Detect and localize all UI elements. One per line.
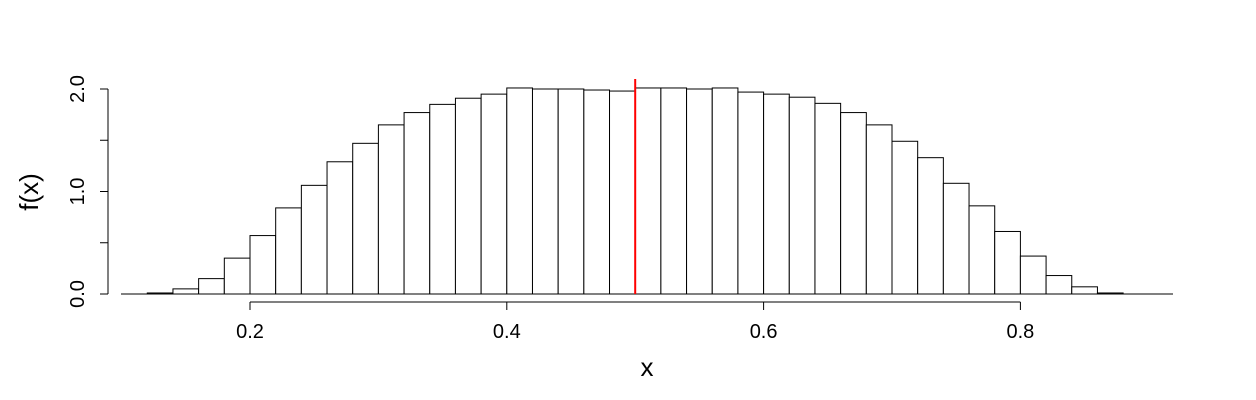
- y-tick-label: 2.0: [67, 75, 89, 103]
- histogram-bar: [660, 87, 688, 295]
- histogram-bar: [711, 87, 739, 295]
- histogram-bar: [429, 103, 456, 295]
- histogram-bar: [814, 102, 842, 295]
- histogram-bar: [275, 207, 302, 295]
- histogram-bar: [840, 112, 867, 295]
- histogram-bar: [737, 91, 765, 295]
- histogram-bar: [249, 235, 277, 295]
- histogram-bar: [352, 142, 379, 295]
- histogram-bar: [942, 182, 970, 295]
- histogram-bars: [146, 87, 1124, 295]
- x-tick-label: 0.6: [750, 321, 778, 343]
- histogram-bar: [480, 93, 508, 295]
- histogram-bar: [891, 140, 919, 295]
- histogram-bar: [326, 161, 354, 295]
- histogram-bar: [968, 205, 996, 295]
- histogram-bar: [557, 88, 585, 295]
- y-tick-label: 1.0: [67, 178, 89, 206]
- histogram-bar: [506, 87, 533, 295]
- histogram-bar: [763, 93, 790, 295]
- x-tick-label: 0.4: [493, 321, 521, 343]
- histogram-bar: [403, 112, 431, 295]
- x-axis: 0.2 0.4 0.6 0.8: [236, 301, 1034, 343]
- histogram-bar: [377, 124, 405, 295]
- histogram-bar: [583, 89, 611, 295]
- histogram-bar: [686, 88, 713, 295]
- histogram-bar: [1071, 286, 1098, 295]
- histogram-bar: [223, 257, 251, 295]
- histogram-bar: [172, 288, 200, 295]
- histogram-bar: [788, 96, 816, 295]
- histogram-bar: [531, 88, 559, 295]
- y-tick-label: 0.0: [67, 280, 89, 308]
- histogram-bar: [865, 124, 893, 295]
- y-axis: 0.0 1.0 2.0: [67, 75, 109, 308]
- histogram-bar: [634, 87, 662, 295]
- x-axis-title: x: [641, 352, 654, 382]
- histogram-bar: [609, 90, 636, 295]
- x-tick-label: 0.8: [1006, 321, 1034, 343]
- y-axis-title: f(x): [14, 173, 44, 211]
- histogram-bar: [300, 184, 328, 295]
- histogram-bar: [198, 278, 225, 295]
- histogram-bar: [1019, 255, 1047, 295]
- x-tick-label: 0.2: [236, 321, 264, 343]
- histogram-bar: [917, 157, 944, 295]
- histogram-bar: [1045, 275, 1073, 295]
- histogram-bar: [454, 97, 482, 295]
- histogram-bar: [994, 230, 1021, 295]
